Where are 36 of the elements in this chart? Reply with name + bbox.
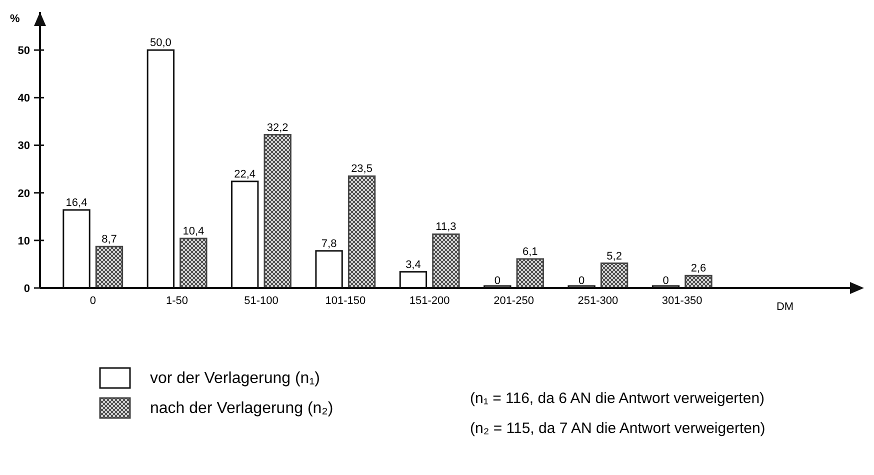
data-label: 5,2 (606, 250, 622, 262)
x-tick-label: 151-200 (409, 295, 450, 307)
x-axis-title: DM (776, 301, 794, 313)
x-tick-label: 251-300 (578, 295, 618, 307)
y-tick-label: 10 (18, 235, 30, 248)
data-label: 22,4 (234, 168, 256, 180)
data-label: 7,8 (321, 238, 337, 250)
y-tick-label: 0 (24, 283, 30, 295)
x-tick-label: 1-50 (166, 295, 188, 307)
y-axis-title: % (10, 13, 20, 25)
data-label: 8,7 (102, 234, 117, 246)
data-label: 0 (662, 275, 669, 287)
x-tick-label: 0 (90, 295, 96, 307)
legend-label: vor der Verlagerung (n₁) (150, 370, 320, 387)
data-label: 0 (494, 275, 500, 287)
text: (n₁ = 116, da 6 AN die Antwort verweigerten) (470, 390, 765, 407)
data-label: 2,6 (690, 262, 706, 275)
legend-label: nach der Verlagerung (n₂) (150, 400, 334, 417)
data-label: 10,4 (182, 226, 204, 238)
data-label: 3,4 (406, 258, 421, 271)
y-tick-label: 40 (18, 92, 30, 105)
y-tick-label: 20 (18, 188, 30, 200)
data-label: 6,1 (522, 246, 538, 258)
data-label: 50,0 (150, 37, 172, 50)
text: (n₂ = 115, da 7 AN die Antwort verweigerten) (470, 420, 766, 437)
x-tick-label: 301-350 (662, 295, 702, 307)
x-tick-label: 51-100 (244, 295, 278, 307)
x-tick-label: 201-250 (494, 295, 534, 307)
y-tick-label: 30 (18, 140, 30, 152)
x-tick-label: 101-150 (325, 295, 366, 307)
data-label: 11,3 (436, 221, 456, 234)
data-label: 16,4 (66, 196, 88, 209)
data-label: 23,5 (351, 163, 372, 176)
data-label: 32,2 (266, 122, 288, 134)
y-tick-label: 50 (18, 45, 30, 58)
data-label: 0 (578, 275, 585, 287)
